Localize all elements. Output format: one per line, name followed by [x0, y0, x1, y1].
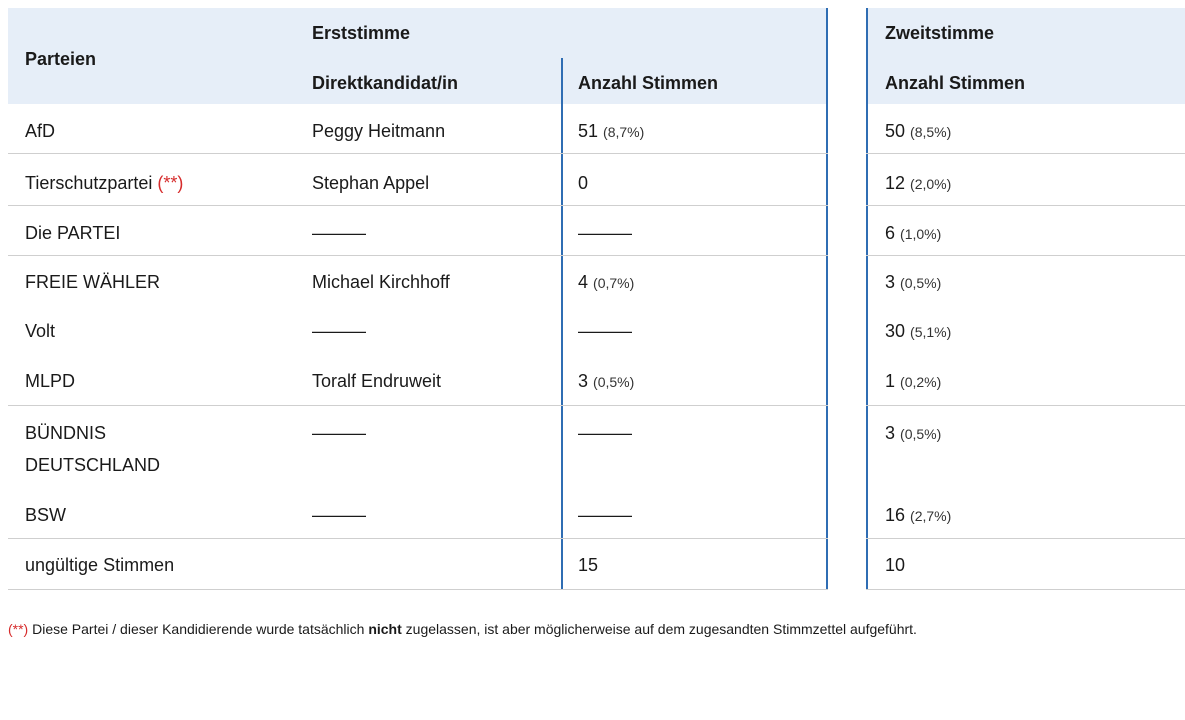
party-name: BÜNDNIS	[25, 423, 107, 443]
row-separator	[866, 153, 1185, 154]
zweitstimme-count: 10	[885, 555, 906, 575]
party-name: MLPD	[25, 371, 76, 391]
zweitstimme-count: 30 (5,1%)	[885, 321, 952, 341]
row-separator	[866, 405, 1185, 406]
divider-zweit-left	[866, 8, 868, 590]
row-separator	[866, 205, 1185, 206]
header-parteien: Parteien	[25, 49, 97, 69]
candidate-name: Michael Kirchhoff	[312, 272, 450, 292]
erststimme-count: 3 (0,5%)	[578, 371, 635, 391]
party-name: Die PARTEI	[25, 223, 121, 243]
erststimme-count: 0	[578, 173, 589, 193]
erststimme-count: 4 (0,7%)	[578, 272, 635, 292]
erststimme-count: 51 (8,7%)	[578, 121, 645, 141]
header-anzahl-zweit: Anzahl Stimmen	[885, 73, 1026, 93]
footnote: (**) Diese Partei / dieser Kandidierende…	[8, 621, 917, 637]
zweitstimme-count: 50 (8,5%)	[885, 121, 952, 141]
header-direktkandidat: Direktkandidat/in	[312, 73, 459, 93]
zweitstimme-count: 16 (2,7%)	[885, 505, 952, 525]
party-name: BSW	[25, 505, 67, 525]
erststimme-count: ———	[578, 423, 632, 443]
row-separator	[8, 589, 828, 590]
party-name: Tierschutzpartei (**)	[25, 173, 184, 193]
row-separator	[866, 589, 1185, 590]
party-name-line2: DEUTSCHLAND	[25, 455, 161, 475]
candidate-name: Peggy Heitmann	[312, 121, 446, 141]
candidate-name: ———	[312, 505, 366, 525]
header-anzahl-erst: Anzahl Stimmen	[578, 73, 719, 93]
row-separator	[8, 255, 828, 256]
footnote-marker: (**)	[157, 173, 184, 193]
zweitstimme-count: 1 (0,2%)	[885, 371, 942, 391]
erststimme-count: 15	[578, 555, 599, 575]
erststimme-count: ———	[578, 321, 632, 341]
candidate-name: ———	[312, 321, 366, 341]
candidate-name: Toralf Endruweit	[312, 371, 442, 391]
zweitstimme-count: 6 (1,0%)	[885, 223, 942, 243]
party-name: ungültige Stimmen	[25, 555, 175, 575]
header-zweitstimme: Zweitstimme	[885, 23, 995, 43]
header-erststimme: Erststimme	[312, 23, 411, 43]
divider-erst-inner	[561, 58, 563, 590]
row-separator	[8, 538, 828, 539]
erststimme-count: ———	[578, 505, 632, 525]
zweitstimme-count: 3 (0,5%)	[885, 272, 942, 292]
row-separator	[866, 255, 1185, 256]
party-name: Volt	[25, 321, 56, 341]
table-header-left	[8, 8, 828, 104]
party-name: AfD	[25, 121, 56, 141]
candidate-name: Stephan Appel	[312, 173, 430, 193]
footnote-marker: (**)	[8, 621, 29, 637]
candidate-name: ———	[312, 223, 366, 243]
row-separator	[8, 153, 828, 154]
party-name: FREIE WÄHLER	[25, 272, 161, 292]
divider-erst-right	[826, 8, 828, 590]
row-separator	[8, 205, 828, 206]
row-separator	[866, 538, 1185, 539]
row-separator	[8, 405, 828, 406]
candidate-name: ———	[312, 423, 366, 443]
zweitstimme-count: 12 (2,0%)	[885, 173, 952, 193]
table-header-right	[866, 8, 1185, 104]
zweitstimme-count: 3 (0,5%)	[885, 423, 942, 443]
erststimme-count: ———	[578, 223, 632, 243]
